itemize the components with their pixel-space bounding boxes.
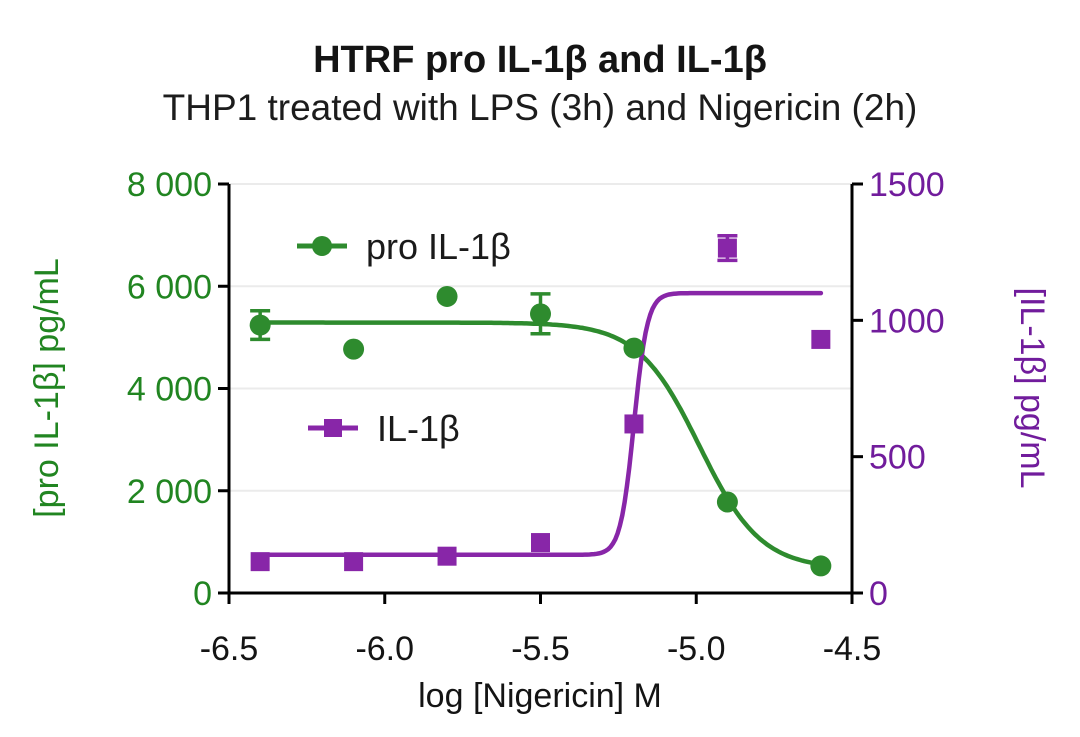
y-left-tick-label: 0 — [193, 575, 212, 613]
y-right-tick-label: 1500 — [869, 166, 945, 204]
y-right-tick-label: 1000 — [869, 302, 945, 340]
y-axis-title-right: [IL-1β] pg/mL — [1013, 288, 1051, 489]
chart-title: HTRF pro IL-1β and IL-1β — [313, 39, 767, 81]
y-left-tick-label: 2 000 — [127, 473, 212, 511]
data-point-pro-il-1b — [343, 338, 365, 360]
y-axis-title-left: [pro IL-1β] pg/mL — [28, 258, 66, 518]
data-point-pro-il-1b — [249, 314, 271, 336]
x-axis-title: log [Nigericin] M — [418, 677, 662, 715]
y-left-tick-label: 8 000 — [127, 166, 212, 204]
legend-label-pro-il-1b: pro IL-1β — [366, 226, 511, 267]
plot-area: 0 2 000 4 000 6 000 8 000 0 500 1000 1500 -6.5 -6.… — [127, 166, 945, 668]
data-point-il-1b — [531, 533, 550, 553]
y-left-tick-label: 4 000 — [127, 371, 212, 409]
legend-marker-pro-il-1b — [312, 236, 332, 256]
data-point-il-1b — [624, 414, 644, 434]
data-point-il-1b — [811, 329, 831, 349]
data-point-il-1b — [344, 552, 364, 572]
curve-pro-il-1b — [257, 320, 824, 567]
data-point-il-1b — [250, 552, 270, 572]
y-left-tick-label: 6 000 — [127, 268, 212, 306]
data-point-il-1b — [437, 546, 457, 566]
data-point-pro-il-1b — [623, 337, 645, 359]
x-tick-label: -6.5 — [200, 630, 259, 668]
x-tick-label: -6.0 — [355, 630, 414, 668]
chart-subtitle: THP1 treated with LPS (3h) and Nigericin… — [163, 87, 918, 128]
y-right-tick-label: 0 — [869, 575, 888, 613]
data-point-pro-il-1b — [810, 555, 832, 577]
legend-label-il-1b: IL-1β — [377, 408, 460, 449]
legend-marker-il-1b — [324, 419, 342, 437]
data-point-pro-il-1b — [716, 491, 738, 513]
data-point-pro-il-1b — [436, 285, 458, 307]
x-tick-label: -4.5 — [823, 630, 882, 668]
data-point-pro-il-1b — [530, 303, 551, 325]
x-tick-label: -5.0 — [667, 630, 726, 668]
x-tick-label: -5.5 — [511, 630, 570, 668]
y-right-tick-label: 500 — [869, 439, 926, 477]
data-point-il-1b — [717, 238, 737, 258]
